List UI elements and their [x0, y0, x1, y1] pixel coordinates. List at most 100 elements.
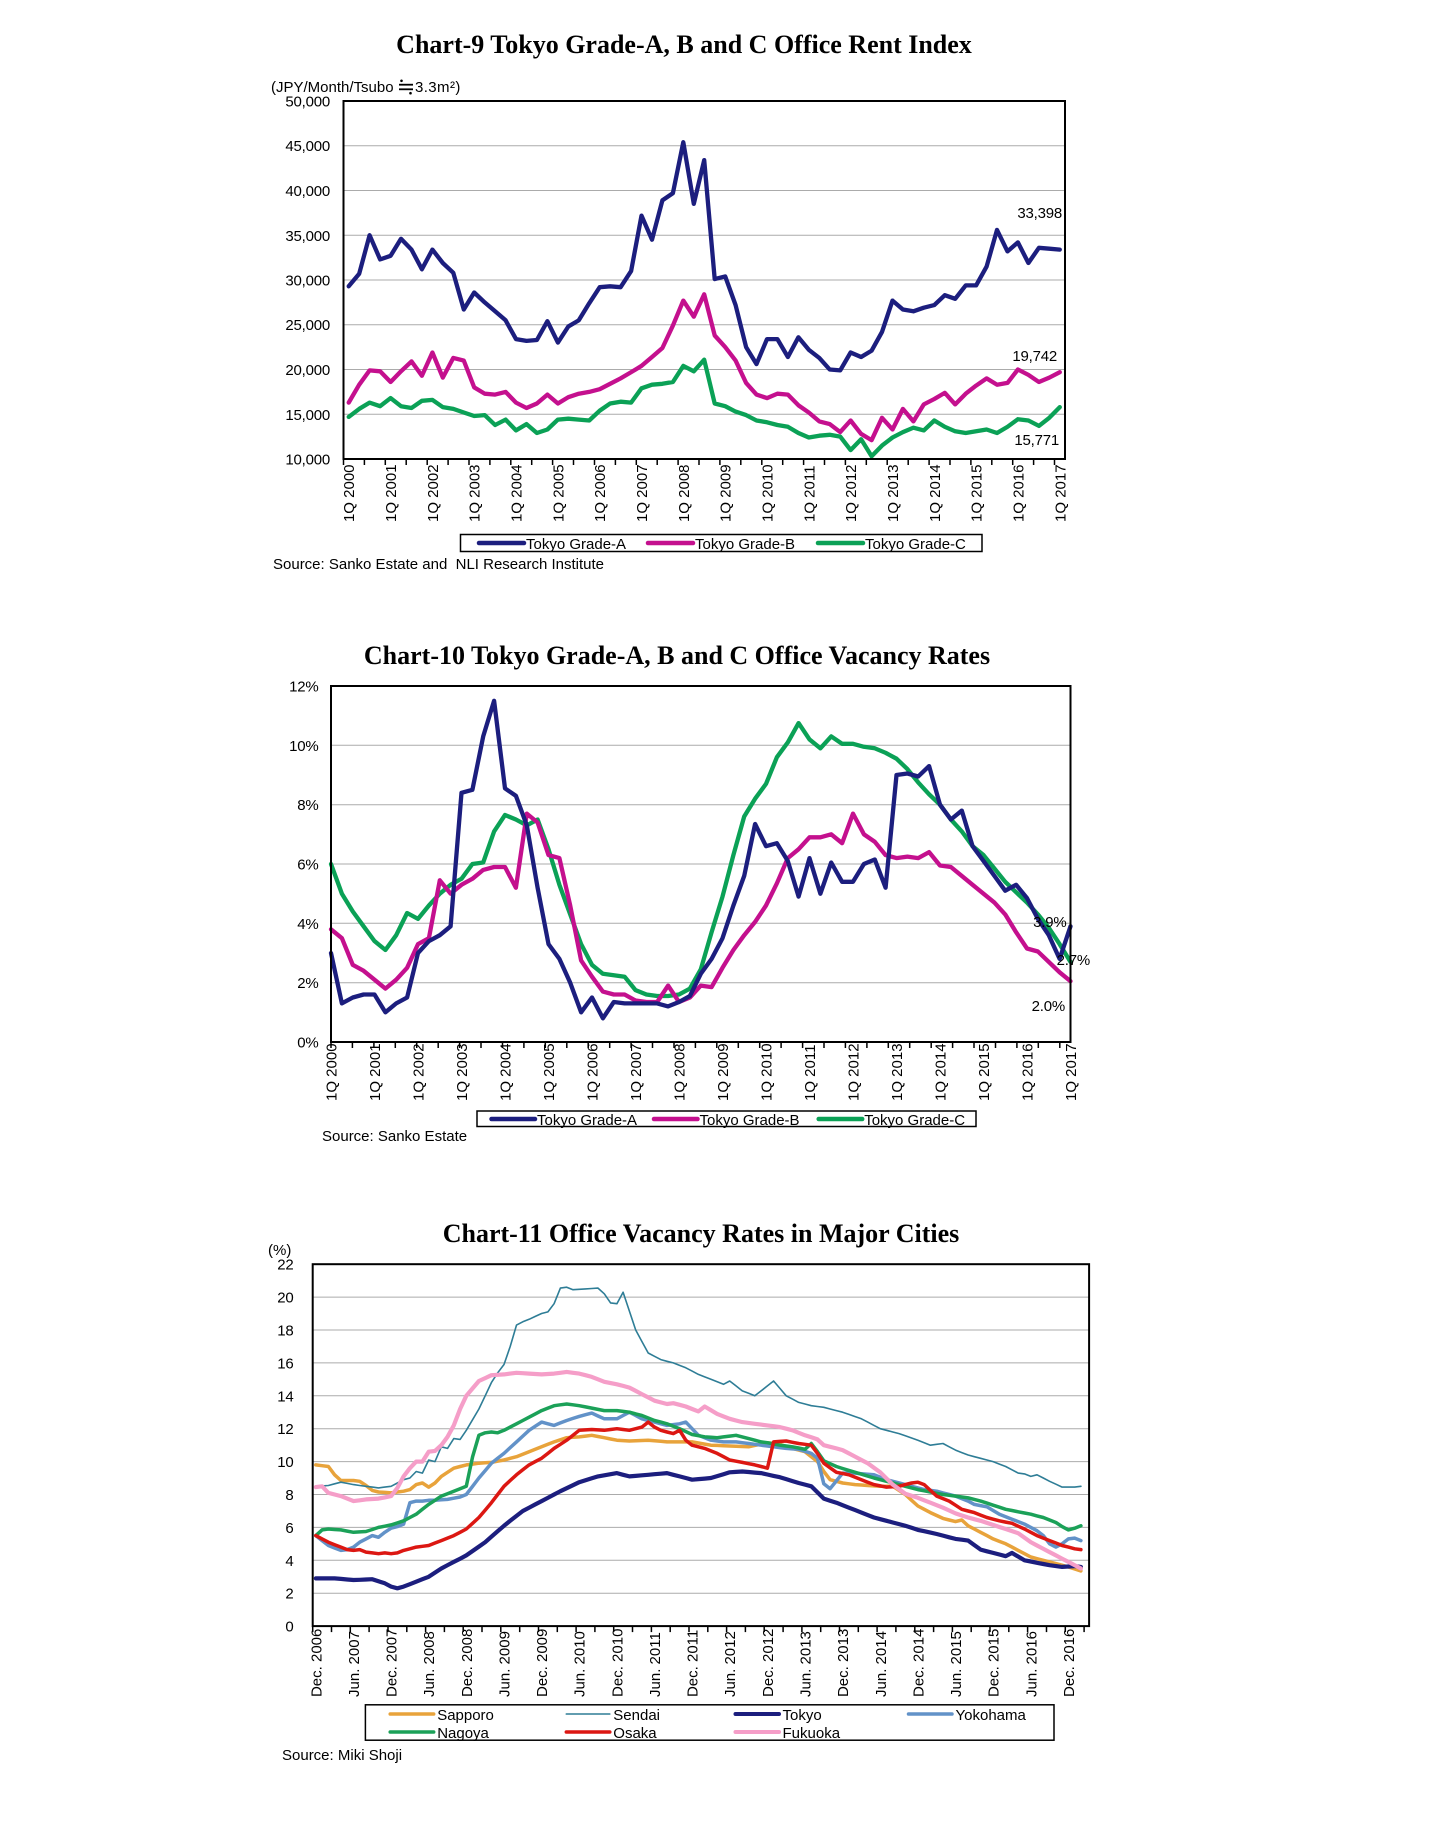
svg-text:22: 22: [277, 1257, 293, 1274]
svg-text:Jun. 2008: Jun. 2008: [421, 1631, 438, 1697]
svg-text:Dec. 2010: Dec. 2010: [609, 1629, 626, 1697]
svg-text:Fukuoka: Fukuoka: [783, 1725, 841, 1742]
svg-text:45,000: 45,000: [285, 138, 330, 155]
svg-text:Sapporo: Sapporo: [437, 1707, 494, 1724]
svg-text:Tokyo Grade-C: Tokyo Grade-C: [865, 536, 966, 553]
svg-text:1Q 2005: 1Q 2005: [541, 1043, 558, 1101]
svg-text:1Q 2014: 1Q 2014: [927, 464, 944, 522]
svg-text:1Q 2003: 1Q 2003: [454, 1043, 471, 1101]
svg-text:1Q 2003: 1Q 2003: [467, 464, 484, 522]
svg-text:50,000: 50,000: [285, 94, 330, 111]
svg-text:Dec. 2013: Dec. 2013: [835, 1629, 852, 1697]
svg-text:14: 14: [277, 1388, 293, 1405]
svg-text:1Q 2016: 1Q 2016: [1010, 464, 1027, 522]
svg-text:20: 20: [277, 1290, 293, 1307]
svg-text:35,000: 35,000: [285, 228, 330, 245]
svg-text:Tokyo Grade-A: Tokyo Grade-A: [537, 1112, 637, 1129]
svg-text:1Q 2009: 1Q 2009: [718, 464, 735, 522]
svg-text:Yokohama: Yokohama: [956, 1707, 1027, 1724]
svg-text:Sendai: Sendai: [613, 1707, 660, 1724]
svg-text:6%: 6%: [297, 857, 318, 874]
svg-text:15,771: 15,771: [1014, 432, 1059, 449]
svg-text:1Q 2005: 1Q 2005: [550, 464, 567, 522]
svg-text:Dec. 2015: Dec. 2015: [986, 1629, 1003, 1697]
svg-text:Tokyo Grade-B: Tokyo Grade-B: [695, 536, 795, 553]
svg-text:Jun. 2007: Jun. 2007: [346, 1631, 363, 1697]
svg-text:4%: 4%: [297, 916, 318, 933]
svg-text:Dec. 2006: Dec. 2006: [308, 1629, 325, 1697]
svg-text:25,000: 25,000: [285, 317, 330, 334]
svg-text:1Q 2017: 1Q 2017: [1063, 1043, 1080, 1101]
svg-text:1Q 2013: 1Q 2013: [889, 1043, 906, 1101]
svg-text:12: 12: [277, 1421, 293, 1438]
svg-text:10,000: 10,000: [285, 452, 330, 469]
svg-text:30,000: 30,000: [285, 273, 330, 290]
svg-text:Chart-9 Tokyo Grade-A, B and C: Chart-9 Tokyo Grade-A, B and C Office Re…: [396, 30, 972, 59]
svg-text:1Q 2013: 1Q 2013: [885, 464, 902, 522]
svg-text:(JPY/Month/Tsubo: (JPY/Month/Tsubo: [271, 79, 394, 96]
svg-text:19,742: 19,742: [1012, 348, 1057, 365]
svg-text:Dec. 2008: Dec. 2008: [459, 1629, 476, 1697]
svg-text:1Q 2001: 1Q 2001: [383, 464, 400, 522]
svg-text:8%: 8%: [297, 797, 318, 814]
svg-text:1Q 2002: 1Q 2002: [411, 1043, 428, 1101]
svg-text:1Q 2015: 1Q 2015: [976, 1043, 993, 1101]
svg-text:Source: Miki Shoji: Source: Miki Shoji: [282, 1747, 402, 1764]
svg-text:1Q 2004: 1Q 2004: [498, 1043, 515, 1101]
svg-text:1Q 2016: 1Q 2016: [1020, 1043, 1037, 1101]
svg-text:Dec. 2007: Dec. 2007: [384, 1629, 401, 1697]
svg-text:20,000: 20,000: [285, 362, 330, 379]
svg-text:Jun. 2011: Jun. 2011: [647, 1632, 664, 1697]
svg-text:1Q 2017: 1Q 2017: [1052, 464, 1069, 522]
svg-text:1Q 2007: 1Q 2007: [628, 1043, 645, 1101]
svg-text:1Q 2006: 1Q 2006: [592, 464, 609, 522]
svg-text:Dec. 2009: Dec. 2009: [534, 1629, 551, 1697]
svg-text:Source: Sanko Estate: Source: Sanko Estate: [322, 1128, 467, 1145]
svg-text:Source: Sanko Estate and NLI: Source: Sanko Estate and NLI Research In…: [273, 556, 604, 573]
svg-text:Tokyo Grade-A: Tokyo Grade-A: [526, 536, 626, 553]
svg-text:1Q 2010: 1Q 2010: [759, 1043, 776, 1101]
svg-text:Chart-11 Office Vacancy Rates: Chart-11 Office Vacancy Rates in Major C…: [443, 1219, 960, 1248]
svg-text:1Q 2008: 1Q 2008: [676, 464, 693, 522]
svg-text:Dec. 2012: Dec. 2012: [760, 1629, 777, 1697]
svg-text:1Q 2000: 1Q 2000: [324, 1043, 341, 1101]
svg-text:33,398: 33,398: [1017, 205, 1062, 222]
svg-text:1Q 2011: 1Q 2011: [801, 466, 818, 522]
svg-text:Osaka: Osaka: [613, 1725, 657, 1742]
svg-text:1Q 2015: 1Q 2015: [969, 464, 986, 522]
svg-text:1Q 2001: 1Q 2001: [367, 1043, 384, 1101]
svg-text:1Q 2010: 1Q 2010: [759, 464, 776, 522]
svg-text:1Q 2002: 1Q 2002: [425, 464, 442, 522]
svg-text:Jun. 2015: Jun. 2015: [948, 1631, 965, 1697]
svg-text:3.3m²): 3.3m²): [415, 79, 461, 96]
svg-text:15,000: 15,000: [285, 407, 330, 424]
svg-text:4: 4: [285, 1553, 293, 1570]
svg-text:16: 16: [277, 1355, 293, 1372]
svg-text:1Q 2012: 1Q 2012: [846, 1043, 863, 1101]
svg-text:Jun. 2012: Jun. 2012: [722, 1631, 739, 1697]
svg-text:1Q 2014: 1Q 2014: [933, 1043, 950, 1101]
svg-text:10%: 10%: [289, 738, 318, 755]
svg-text:1Q 2008: 1Q 2008: [672, 1043, 689, 1101]
svg-text:2%: 2%: [297, 975, 318, 992]
svg-text:(%): (%): [268, 1242, 291, 1259]
svg-text:Jun. 2016: Jun. 2016: [1023, 1631, 1040, 1697]
svg-text:3.9%: 3.9%: [1033, 914, 1066, 931]
svg-text:18: 18: [277, 1323, 293, 1340]
svg-text:Tokyo: Tokyo: [783, 1707, 822, 1724]
svg-text:Dec. 2014: Dec. 2014: [910, 1629, 927, 1697]
svg-text:2.7%: 2.7%: [1057, 952, 1090, 969]
svg-text:Tokyo Grade-B: Tokyo Grade-B: [700, 1112, 800, 1129]
svg-text:1Q 2009: 1Q 2009: [715, 1043, 732, 1101]
svg-text:Jun. 2014: Jun. 2014: [873, 1631, 890, 1697]
svg-text:1Q 2007: 1Q 2007: [634, 464, 651, 522]
svg-text:8: 8: [285, 1487, 293, 1504]
svg-text:Dec. 2016: Dec. 2016: [1061, 1629, 1078, 1697]
svg-text:Dec. 2011: Dec. 2011: [685, 1630, 702, 1697]
svg-text:1Q 2004: 1Q 2004: [509, 464, 526, 522]
svg-text:Nagoya: Nagoya: [437, 1725, 489, 1742]
svg-text:Jun. 2013: Jun. 2013: [798, 1631, 815, 1697]
svg-text:1Q 2006: 1Q 2006: [585, 1043, 602, 1101]
svg-text:6: 6: [285, 1520, 293, 1537]
svg-text:2: 2: [285, 1586, 293, 1603]
